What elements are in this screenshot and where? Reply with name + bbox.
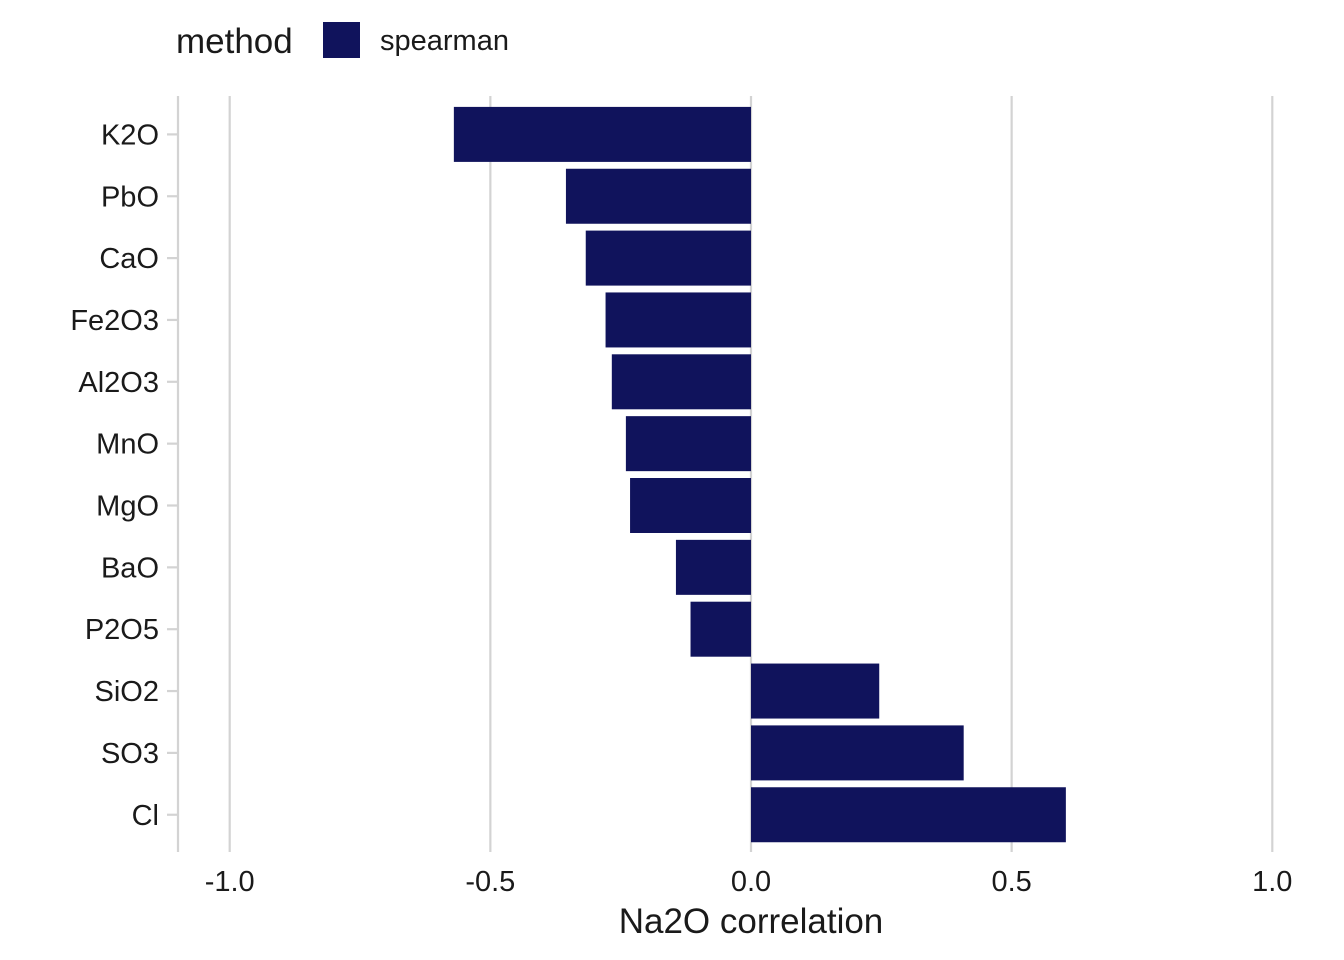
bar-SO3 (751, 725, 964, 781)
x-tick-label-3: 0.5 (991, 866, 1031, 898)
bar-Al2O3 (611, 354, 751, 410)
y-tick-label-CaO: CaO (99, 243, 159, 275)
x-tick-label-0: -1.0 (205, 866, 255, 898)
legend-label: spearman (380, 25, 509, 57)
bar-PbO (565, 168, 751, 224)
y-tick-label-BaO: BaO (101, 552, 159, 584)
y-tick-label-Fe2O3: Fe2O3 (70, 305, 159, 337)
bar-MnO (625, 416, 751, 472)
bar-Cl (751, 787, 1066, 843)
legend-swatch (323, 22, 360, 58)
y-tick-label-MgO: MgO (96, 491, 159, 523)
y-tick-label-K2O: K2O (101, 119, 159, 151)
bar-P2O5 (690, 601, 751, 657)
y-tick-label-Al2O3: Al2O3 (78, 367, 159, 399)
y-tick-label-SiO2: SiO2 (95, 676, 159, 708)
bar-SiO2 (751, 663, 880, 719)
x-axis-title: Na2O correlation (619, 902, 884, 941)
bar-Fe2O3 (605, 292, 751, 348)
y-tick-label-PbO: PbO (101, 181, 159, 213)
x-tick-label-2: 0.0 (731, 866, 771, 898)
bar-BaO (675, 539, 751, 595)
bars (453, 106, 1066, 843)
y-tick-label-P2O5: P2O5 (85, 614, 159, 646)
legend: method spearman (176, 22, 509, 61)
legend-title: method (176, 22, 293, 61)
bar-CaO (585, 230, 751, 286)
bar-MgO (630, 478, 751, 533)
x-tick-label-4: 1.0 (1252, 866, 1292, 898)
x-axis: -1.0 -0.5 0.0 0.5 1.0 (205, 866, 1293, 898)
x-tick-label-1: -0.5 (465, 866, 515, 898)
bar-K2O (453, 106, 751, 162)
y-tick-label-SO3: SO3 (101, 738, 159, 770)
y-tick-label-Cl: Cl (132, 800, 159, 832)
y-tick-label-MnO: MnO (96, 429, 159, 461)
y-axis: K2O PbO CaO Fe2O3 Al2O3 MnO MgO BaO P2O5 SiO2 SO3 C… (70, 96, 180, 852)
